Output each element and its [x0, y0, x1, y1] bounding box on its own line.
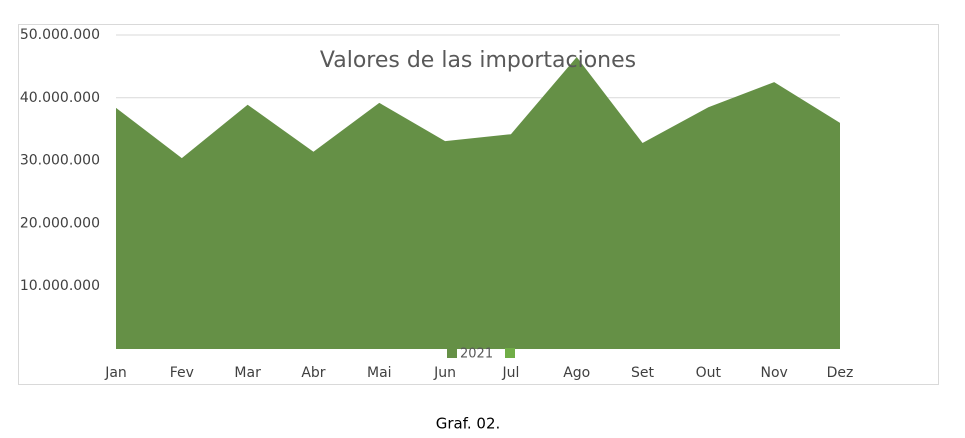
caption: Graf. 02. [436, 415, 501, 433]
x-tick-label: Nov [761, 365, 788, 381]
x-tick-label: Dez [827, 365, 854, 381]
y-tick-label: 50.000.000 [20, 27, 100, 43]
plot [116, 56, 840, 349]
x-tick-label: Abr [301, 365, 325, 381]
grid: 10.000.000 20.000.000 30.000.000 40.000.000… [20, 27, 854, 381]
x-tick-label: Ago [563, 365, 590, 381]
legend-swatch [447, 348, 457, 358]
x-tick-label: Out [696, 365, 722, 381]
y-tick-label: 10.000.000 [20, 278, 100, 294]
x-tick-label: Mai [367, 365, 392, 381]
legend-label: 2021 [460, 347, 493, 362]
x-tick-label: Jul [501, 365, 519, 381]
y-tick-label: 20.000.000 [20, 215, 100, 231]
chart-title: Valores de las importaciones [320, 48, 636, 73]
x-tick-label: Set [631, 365, 655, 381]
x-tick-label: Jan [104, 365, 127, 381]
x-tick-label: Jun [433, 365, 456, 381]
y-tick-label: 30.000.000 [20, 153, 100, 169]
area [116, 56, 840, 349]
legend-swatch-extra [505, 348, 515, 358]
x-tick-label: Fev [170, 365, 194, 381]
x-tick-label: Mar [234, 365, 261, 381]
y-tick-label: 40.000.000 [20, 90, 100, 106]
